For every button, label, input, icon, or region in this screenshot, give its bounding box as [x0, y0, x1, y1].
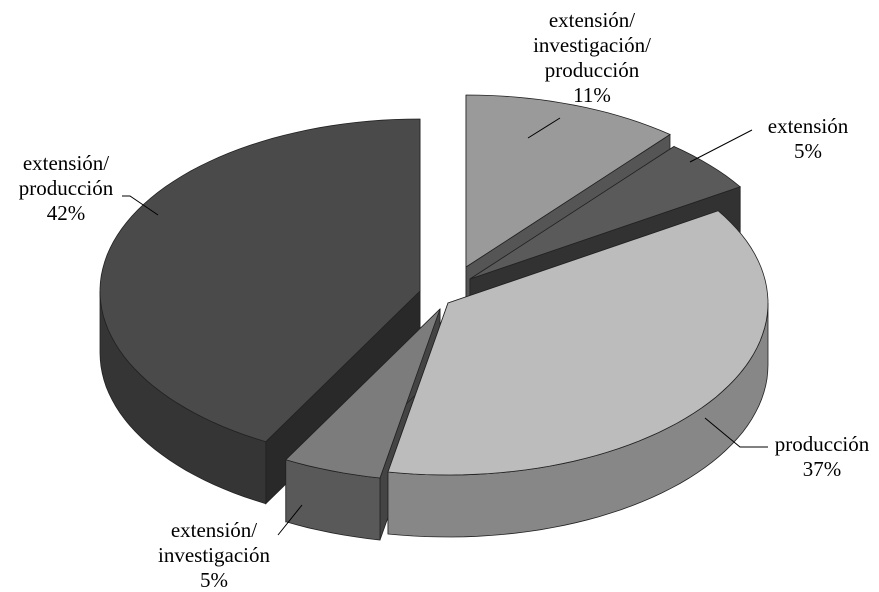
- slice-value-label: 42%: [47, 201, 86, 225]
- pie-labels: extensión/investigación/producción11%ext…: [19, 8, 870, 592]
- slice-name-label: producción: [775, 432, 870, 456]
- slice-value-label: 37%: [803, 457, 842, 481]
- slice-top-face: [99, 118, 421, 443]
- slice-value-label: 5%: [200, 568, 228, 592]
- slice-name-label: extensión/: [549, 8, 635, 32]
- slice-top-face: [387, 210, 769, 476]
- slice-name-label: investigación: [158, 543, 270, 567]
- slice-value-label: 5%: [794, 139, 822, 163]
- slice-name-label: extensión: [768, 114, 849, 138]
- slice-name-label: extensión/: [23, 151, 109, 175]
- slice-name-label: investigación/: [533, 33, 651, 57]
- leader-line: [277, 504, 303, 536]
- slice-name-label: producción: [19, 176, 114, 200]
- leader-line: [527, 117, 561, 139]
- slice-top-face: [469, 146, 742, 280]
- leader-line: [704, 417, 768, 448]
- slice-name-label: producción: [545, 58, 640, 82]
- leader-line: [689, 129, 753, 163]
- pie-slices: [99, 94, 769, 541]
- slice-top-face: [285, 308, 441, 479]
- pie-slice-3: [387, 210, 769, 538]
- slice-top-face: [465, 94, 671, 268]
- leader-line: [122, 195, 159, 216]
- slice-name-label: extensión/: [171, 518, 257, 542]
- slice-value-label: 11%: [573, 83, 611, 107]
